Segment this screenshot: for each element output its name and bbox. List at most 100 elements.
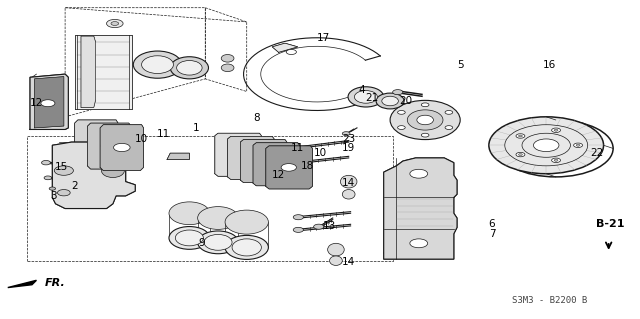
- Text: FR.: FR.: [45, 278, 65, 288]
- Circle shape: [111, 22, 118, 26]
- Circle shape: [243, 154, 258, 162]
- Polygon shape: [30, 74, 68, 130]
- Ellipse shape: [382, 96, 398, 106]
- Circle shape: [518, 154, 522, 155]
- Circle shape: [421, 103, 429, 107]
- Polygon shape: [35, 77, 64, 128]
- Ellipse shape: [169, 226, 210, 249]
- Text: 11: 11: [291, 144, 305, 153]
- Polygon shape: [75, 120, 118, 166]
- Text: 11: 11: [157, 129, 170, 139]
- Circle shape: [516, 152, 525, 157]
- Ellipse shape: [141, 56, 173, 73]
- Text: 16: 16: [543, 60, 556, 70]
- Ellipse shape: [232, 239, 261, 256]
- Polygon shape: [241, 140, 287, 182]
- Ellipse shape: [101, 164, 124, 178]
- Circle shape: [54, 166, 74, 175]
- Circle shape: [44, 176, 52, 180]
- Text: 3: 3: [51, 191, 57, 201]
- Circle shape: [281, 164, 296, 171]
- Text: 6: 6: [489, 219, 495, 229]
- Text: 8: 8: [253, 113, 260, 123]
- Circle shape: [421, 133, 429, 137]
- Text: 15: 15: [55, 162, 68, 172]
- Ellipse shape: [534, 139, 559, 152]
- Circle shape: [88, 139, 104, 147]
- Circle shape: [445, 126, 452, 130]
- Ellipse shape: [225, 235, 268, 259]
- Polygon shape: [228, 137, 274, 179]
- Polygon shape: [100, 125, 143, 171]
- Circle shape: [397, 126, 405, 130]
- Circle shape: [554, 129, 558, 131]
- Circle shape: [410, 169, 428, 178]
- Ellipse shape: [330, 256, 342, 265]
- Circle shape: [314, 224, 324, 229]
- Polygon shape: [215, 133, 261, 176]
- Text: 12: 12: [272, 170, 285, 180]
- Text: 5: 5: [457, 60, 463, 70]
- Circle shape: [113, 143, 130, 152]
- Ellipse shape: [170, 57, 209, 79]
- Circle shape: [106, 19, 123, 28]
- Circle shape: [291, 145, 301, 150]
- Polygon shape: [8, 280, 36, 287]
- Circle shape: [552, 128, 561, 132]
- Text: 14: 14: [342, 257, 355, 267]
- Ellipse shape: [342, 189, 355, 199]
- Circle shape: [285, 161, 295, 166]
- Circle shape: [255, 157, 271, 165]
- Circle shape: [573, 143, 582, 147]
- Ellipse shape: [417, 115, 433, 125]
- Text: 7: 7: [489, 229, 495, 239]
- Ellipse shape: [221, 55, 234, 62]
- Text: 19: 19: [342, 144, 355, 153]
- Ellipse shape: [355, 91, 378, 103]
- Ellipse shape: [489, 117, 604, 174]
- Ellipse shape: [225, 210, 268, 234]
- Polygon shape: [167, 153, 189, 160]
- Ellipse shape: [169, 202, 210, 225]
- Circle shape: [268, 160, 284, 168]
- Ellipse shape: [376, 93, 404, 109]
- Ellipse shape: [204, 234, 232, 250]
- Circle shape: [41, 100, 55, 107]
- Ellipse shape: [221, 64, 234, 71]
- Polygon shape: [266, 146, 312, 189]
- Text: 22: 22: [591, 148, 604, 158]
- Text: 14: 14: [342, 178, 355, 188]
- Ellipse shape: [328, 243, 344, 256]
- Circle shape: [445, 110, 452, 114]
- Circle shape: [397, 110, 405, 114]
- Text: 2: 2: [71, 182, 78, 191]
- Circle shape: [342, 132, 350, 136]
- Circle shape: [100, 142, 117, 150]
- Ellipse shape: [407, 110, 443, 130]
- Ellipse shape: [198, 207, 239, 229]
- Circle shape: [518, 135, 522, 137]
- Text: 12: 12: [30, 98, 43, 108]
- Circle shape: [410, 239, 428, 248]
- Text: 9: 9: [199, 238, 205, 248]
- Text: 10: 10: [135, 134, 148, 144]
- Circle shape: [516, 134, 525, 138]
- Polygon shape: [272, 43, 298, 52]
- Polygon shape: [52, 142, 135, 209]
- Text: 18: 18: [301, 161, 314, 171]
- Ellipse shape: [175, 230, 204, 246]
- Text: 21: 21: [365, 93, 379, 103]
- Polygon shape: [253, 143, 300, 186]
- Ellipse shape: [340, 175, 357, 188]
- Text: 1: 1: [193, 123, 199, 133]
- Circle shape: [554, 160, 558, 161]
- Circle shape: [552, 158, 561, 162]
- Text: 23: 23: [342, 134, 355, 144]
- Text: 17: 17: [317, 33, 330, 43]
- Circle shape: [393, 90, 403, 95]
- Circle shape: [293, 227, 303, 232]
- Circle shape: [49, 187, 56, 190]
- Ellipse shape: [133, 51, 182, 78]
- Ellipse shape: [390, 100, 460, 140]
- Circle shape: [293, 215, 303, 220]
